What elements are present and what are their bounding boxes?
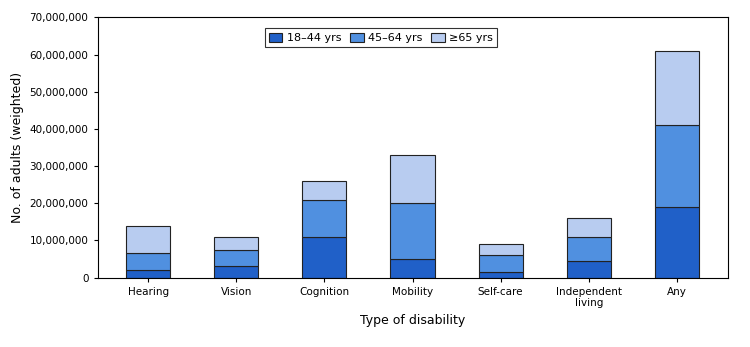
Bar [391, 203, 434, 259]
Bar [302, 200, 346, 237]
Bar [655, 125, 699, 207]
Bar [391, 155, 434, 203]
Bar [478, 272, 523, 278]
Bar [567, 237, 610, 261]
Bar [391, 259, 434, 278]
Bar [302, 181, 346, 200]
X-axis label: Type of disability: Type of disability [360, 314, 465, 327]
Bar [478, 255, 523, 272]
Bar [126, 226, 170, 253]
Bar [214, 250, 258, 266]
Bar [478, 244, 523, 255]
Bar [214, 266, 258, 278]
Bar [567, 218, 610, 237]
Bar [126, 253, 170, 270]
Bar [302, 237, 346, 278]
Bar [214, 237, 258, 250]
Y-axis label: No. of adults (weighted): No. of adults (weighted) [11, 72, 24, 223]
Legend: 18–44 yrs, 45–64 yrs, ≥65 yrs: 18–44 yrs, 45–64 yrs, ≥65 yrs [265, 28, 497, 48]
Bar [567, 261, 610, 278]
Bar [655, 207, 699, 278]
Bar [126, 270, 170, 278]
Bar [655, 51, 699, 125]
